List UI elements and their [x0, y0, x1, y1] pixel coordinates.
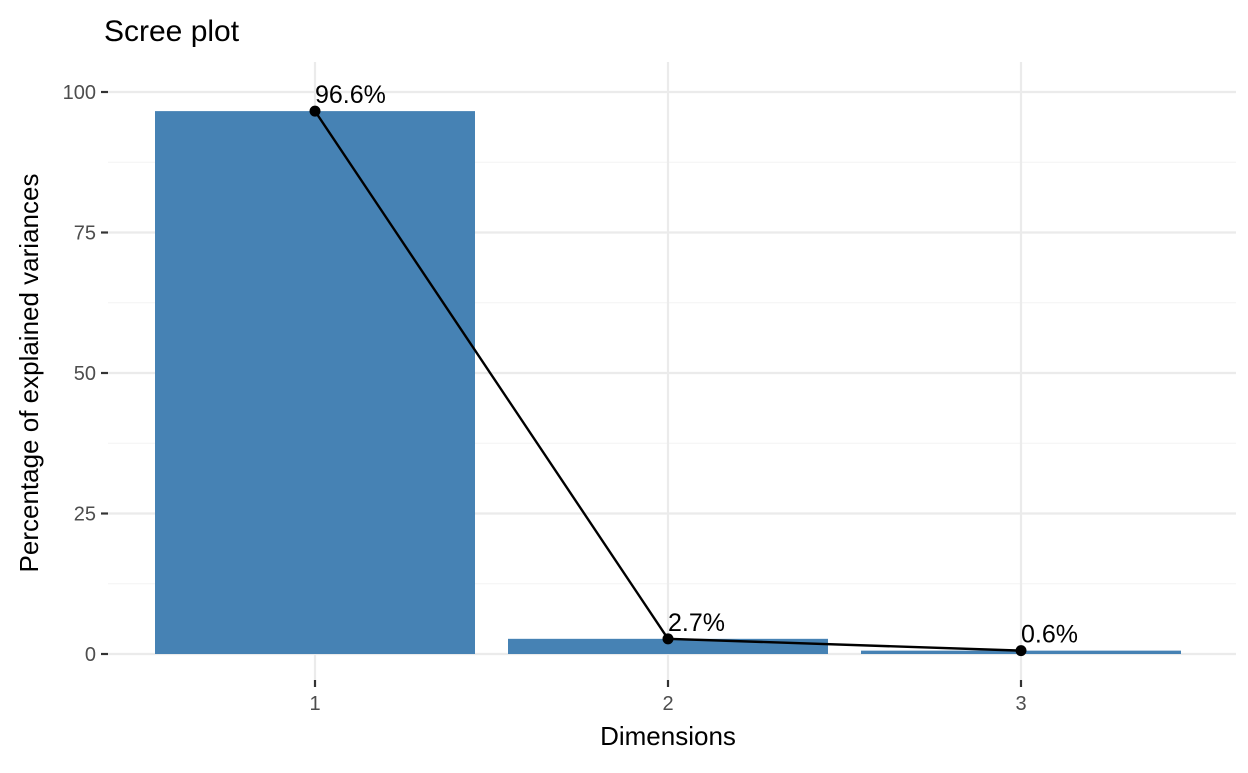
y-axis: 0 25 50 75 100 — [63, 82, 108, 666]
data-label-dim-3: 0.6% — [1021, 621, 1078, 649]
data-labels: 96.6% 2.7% 0.6% — [315, 81, 1078, 649]
y-tick-label: 50 — [74, 363, 96, 385]
x-axis-title: Dimensions — [600, 721, 736, 751]
y-tick-label: 100 — [63, 82, 96, 104]
y-tick-label: 0 — [85, 644, 96, 666]
bar-dim-1 — [155, 111, 475, 654]
point-dim-2 — [662, 633, 674, 645]
points — [309, 105, 1027, 657]
bars — [155, 111, 1181, 654]
x-axis: 1 2 3 — [309, 680, 1027, 715]
x-tick-label: 2 — [662, 693, 673, 715]
x-tick-label: 1 — [309, 693, 320, 715]
point-dim-1 — [309, 105, 321, 117]
y-tick-label: 75 — [74, 223, 96, 245]
chart-title: Scree plot — [104, 15, 240, 48]
y-tick-label: 25 — [74, 504, 96, 526]
data-label-dim-1: 96.6% — [315, 81, 386, 109]
x-tick-label: 3 — [1015, 693, 1026, 715]
point-dim-3 — [1015, 645, 1027, 657]
y-axis-title: Percentage of explained variances — [14, 174, 44, 573]
data-label-dim-2: 2.7% — [668, 609, 725, 637]
